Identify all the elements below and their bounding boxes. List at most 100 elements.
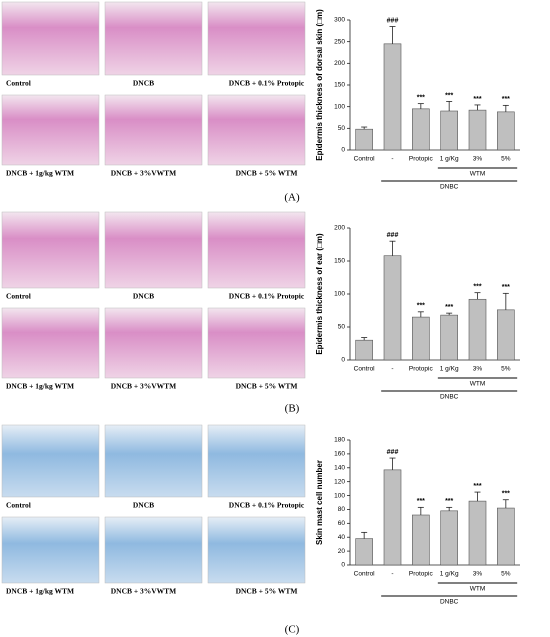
image-caption: DNCB + 1g/kg WTM [6,169,74,178]
micrograph [1,424,100,498]
bar [355,339,373,361]
micrograph [104,424,203,498]
micrograph [1,211,100,289]
x-tick-label: - [391,571,393,578]
y-tick-label: 0 [341,357,345,364]
significance: *** [417,498,425,505]
micrograph [104,94,203,166]
y-axis-label: Skin mast cell number [315,460,324,545]
significance: *** [473,96,481,103]
bar [440,510,458,566]
bar [383,255,402,361]
x-tick-label: 3% [473,366,483,373]
bar [383,43,402,151]
micrograph [104,1,203,76]
micrograph [207,211,306,289]
micrograph [104,307,203,379]
y-tick-label: 200 [334,225,345,232]
significance: ### [387,17,399,24]
y-tick-label: 50 [338,125,346,132]
y-axis-label: Epidermis thickness of dorsal skin (□m) [315,9,324,161]
x-tick-label: 1 g/Kg [440,366,459,373]
y-tick-label: 20 [338,548,346,555]
y-tick-label: 0 [341,147,345,154]
image-caption: DNCB + 0.1% Protopic [229,292,305,301]
group-label: DNBC [440,394,459,401]
x-tick-label: 5% [501,156,511,163]
micrograph [207,307,306,379]
x-tick-label: 1 g/Kg [440,571,459,578]
x-tick-label: Control [354,156,376,163]
significance: ### [387,232,399,239]
micrograph [207,516,306,584]
bar [412,316,430,361]
image-caption: Control [6,79,31,88]
image-caption: DNCB [133,79,154,88]
micrograph [104,211,203,289]
image-caption: DNCB + 3%VWTM [111,587,177,596]
x-tick-label: 3% [473,571,483,578]
y-tick-label: 300 [334,17,345,24]
micrograph [207,94,306,166]
x-tick-label: 5% [501,366,511,373]
x-tick-label: - [391,366,393,373]
micrograph [1,1,100,76]
y-tick-label: 120 [334,478,345,485]
significance: *** [473,483,481,490]
bar [497,309,515,361]
group-label: WTM [470,381,486,388]
x-tick-label: Protopic [409,571,434,578]
bar [383,469,402,566]
image-caption: DNCB [133,501,154,510]
micrograph [1,307,100,379]
image-caption: DNCB + 0.1% Protopic [229,79,305,88]
y-tick-label: 250 [334,38,345,45]
y-tick-label: 100 [334,492,345,499]
image-caption: DNCB + 3%VWTM [111,169,177,178]
micrograph [1,516,100,584]
bar [468,500,487,566]
x-tick-label: 1 g/Kg [440,156,459,163]
bar [440,314,458,361]
group-label: WTM [470,171,486,178]
x-tick-label: Protopic [409,366,434,373]
micrograph [207,424,306,498]
bar [497,507,515,566]
bar [412,108,430,151]
y-tick-label: 50 [338,324,346,331]
significance: *** [473,284,481,291]
x-tick-label: Control [354,571,376,578]
x-tick-label: - [391,156,393,163]
y-tick-label: 0 [341,562,345,569]
image-caption: Control [6,292,31,301]
significance: *** [445,92,453,99]
image-caption: DNCB + 3%VWTM [111,382,177,391]
image-caption: DNCB + 1g/kg WTM [6,587,74,596]
image-caption: DNCB + 5% WTM [236,587,298,596]
significance: *** [502,284,510,291]
significance: ### [387,449,399,456]
bar [440,110,458,151]
group-label: WTM [470,586,486,593]
bar [497,111,515,151]
bar [468,109,487,151]
micrograph [207,1,306,76]
significance: *** [445,304,453,311]
image-caption: Control [6,501,31,510]
micrograph [104,516,203,584]
significance: *** [417,94,425,101]
y-tick-label: 60 [338,520,346,527]
y-tick-label: 100 [334,291,345,298]
y-tick-label: 200 [334,60,345,67]
y-axis-label: Epidermis thickness of ear (□m) [315,233,324,355]
image-caption: DNCB + 5% WTM [236,169,298,178]
group-label: DNBC [440,599,459,606]
y-tick-label: 180 [334,437,345,444]
y-tick-label: 80 [338,506,346,513]
significance: *** [417,303,425,310]
y-tick-label: 100 [334,103,345,110]
bar [412,514,430,566]
panel-label: (C) [285,624,300,636]
x-tick-label: 5% [501,571,511,578]
